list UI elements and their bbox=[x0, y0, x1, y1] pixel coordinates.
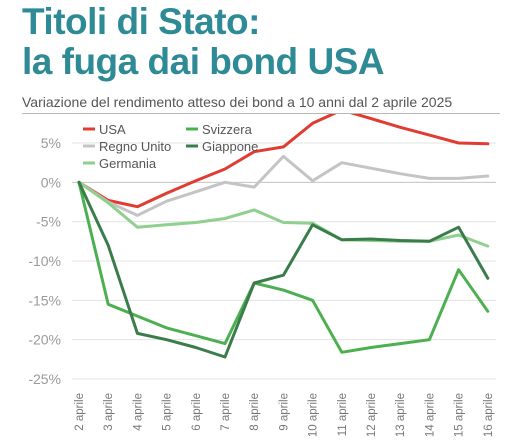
x-tick-label: 13 aprile bbox=[395, 393, 407, 437]
series-line-svizzera bbox=[77, 180, 490, 354]
series-line-giappone bbox=[77, 180, 490, 359]
y-tick-label: -20% bbox=[28, 332, 61, 348]
title-line-1: Titoli di Stato: bbox=[22, 1, 260, 42]
line-chart: 5% 0% -5% -10% -15% -20% -25% 2 aprile 3 aprile 4… bbox=[28, 114, 496, 437]
y-tick-label: -10% bbox=[28, 253, 61, 269]
legend-label-svizzera: Svizzera bbox=[202, 122, 253, 137]
x-tick-label: 7 aprile bbox=[220, 393, 232, 431]
x-tick-label: 5 aprile bbox=[162, 393, 174, 431]
x-tick-label: 15 aprile bbox=[454, 393, 466, 437]
y-tick-label: -5% bbox=[36, 214, 61, 230]
chart-subtitle: Variazione del rendimento atteso dei bon… bbox=[22, 94, 453, 110]
y-tick-label: -15% bbox=[28, 292, 61, 308]
y-tick-label: -25% bbox=[28, 371, 61, 387]
x-tick-label: 9 aprile bbox=[278, 393, 290, 431]
subtitle-divider bbox=[22, 113, 500, 114]
legend-label-germania: Germania bbox=[99, 156, 157, 171]
y-tick-label: 5% bbox=[41, 135, 61, 151]
series-line-usa bbox=[77, 114, 490, 209]
x-tick-label: 2 aprile bbox=[74, 393, 86, 431]
title-line-2: la fuga dai bond USA bbox=[22, 41, 385, 82]
x-tick-label: 16 aprile bbox=[483, 393, 495, 437]
x-tick-label: 3 aprile bbox=[103, 393, 115, 431]
chart-title: Titoli di Stato: la fuga dai bond USA bbox=[22, 1, 385, 82]
x-tick-label: 10 aprile bbox=[308, 393, 320, 437]
x-tick-label: 6 aprile bbox=[191, 393, 203, 431]
x-tick-label: 14 aprile bbox=[424, 393, 436, 437]
legend-label-giappone: Giappone bbox=[202, 139, 258, 154]
legend-label-regno-unito: Regno Unito bbox=[99, 139, 171, 154]
x-tick-label: 8 aprile bbox=[249, 393, 261, 431]
x-tick-label: 4 aprile bbox=[132, 393, 144, 431]
legend-label-usa: USA bbox=[99, 122, 126, 137]
series-line-regno-unito bbox=[77, 154, 490, 217]
x-tick-label: 11 aprile bbox=[337, 393, 349, 436]
y-tick-label: 0% bbox=[41, 174, 61, 190]
x-tick-label: 12 aprile bbox=[366, 393, 378, 437]
